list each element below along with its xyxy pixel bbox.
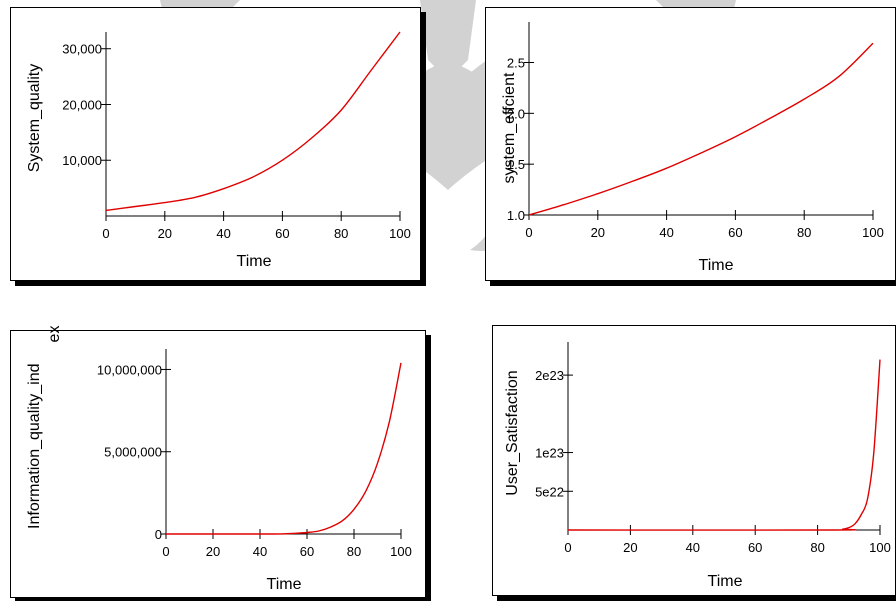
chart-panel-information-quality-index: 0 20 40 60 80 100 0 5,000,000 10,000,000 Time In… [10, 326, 426, 598]
y-tick-label: 20,000 [62, 97, 102, 112]
x-tick-label: 0 [102, 226, 109, 241]
y-axis-title: User_Satisfaction [504, 370, 521, 495]
chart-information-quality-index: 0 20 40 60 80 100 0 5,000,000 10,000,000 Time In… [26, 326, 412, 593]
x-tick-label: 80 [347, 544, 361, 559]
x-axis-title: Time [699, 257, 734, 274]
y-tick-label: 0 [155, 527, 162, 542]
x-tick-label: 60 [728, 225, 742, 240]
x-tick-label: 100 [862, 225, 884, 240]
y-tick-label: 1e23 [535, 446, 564, 461]
series-line [528, 42, 874, 216]
x-tick-label: 40 [216, 226, 230, 241]
x-tick-label: 100 [389, 226, 411, 241]
y-tick-label: 10,000 [62, 153, 102, 168]
y-tick-label: 2e23 [535, 368, 564, 383]
y-axis-title: System_quality [26, 64, 43, 173]
y-tick-label: 2.5 [507, 56, 525, 71]
chart-system-quality: 0 20 40 60 80 100 10,000 20,000 30,000 Time Syst… [26, 31, 411, 270]
y-tick-label: 1.5 [507, 157, 525, 172]
chart-panel-system-quality: 0 20 40 60 80 100 10,000 20,000 30,000 Time Syst… [10, 7, 421, 281]
x-tick-label: 100 [869, 540, 891, 555]
x-tick-label: 20 [206, 544, 220, 559]
x-tick-label: 80 [797, 225, 811, 240]
x-tick-label: 0 [564, 540, 571, 555]
y-tick-label: 10,000,000 [97, 362, 162, 377]
x-tick-label: 60 [748, 540, 762, 555]
series-line [567, 359, 881, 531]
x-tick-label: 40 [659, 225, 673, 240]
x-tick-label: 40 [253, 544, 267, 559]
x-tick-label: 60 [275, 226, 289, 241]
x-tick-label: 80 [810, 540, 824, 555]
x-tick-label: 100 [390, 544, 412, 559]
y-tick-label: 5e22 [535, 484, 564, 499]
y-tick-label: 30,000 [62, 42, 102, 57]
y-axis-title: system_effcient [501, 72, 518, 183]
y-axis-title: Information_quality_ind ex [26, 326, 63, 529]
x-axis-title: Time [708, 573, 743, 590]
series-line [105, 31, 401, 212]
x-tick-label: 20 [158, 226, 172, 241]
y-tick-label: 5,000,000 [104, 445, 162, 460]
x-tick-label: 0 [525, 225, 532, 240]
x-axis-title: Time [267, 576, 302, 593]
x-axis-title: Time [237, 253, 272, 270]
y-tick-label: 2.0 [507, 106, 525, 121]
chart-user-satisfaction: 0 20 40 60 80 100 5e22 1e23 2e23 Time User_Satis… [504, 342, 891, 590]
chart-panel-system-efficient: 0 20 40 60 80 100 1.0 1.5 2.0 2.5 Time system_eff… [485, 7, 896, 281]
x-tick-label: 80 [334, 226, 348, 241]
chart-system-efficient: 0 20 40 60 80 100 1.0 1.5 2.0 2.5 Time system_eff… [501, 22, 884, 274]
x-tick-label: 60 [300, 544, 314, 559]
x-tick-label: 0 [162, 544, 169, 559]
x-tick-label: 20 [623, 540, 637, 555]
x-tick-label: 40 [686, 540, 700, 555]
x-tick-label: 20 [591, 225, 605, 240]
y-tick-label: 1.0 [507, 208, 525, 223]
chart-panel-user-satisfaction: 0 20 40 60 80 100 5e22 1e23 2e23 Time User_Satis… [492, 325, 896, 596]
series-line [166, 362, 402, 535]
